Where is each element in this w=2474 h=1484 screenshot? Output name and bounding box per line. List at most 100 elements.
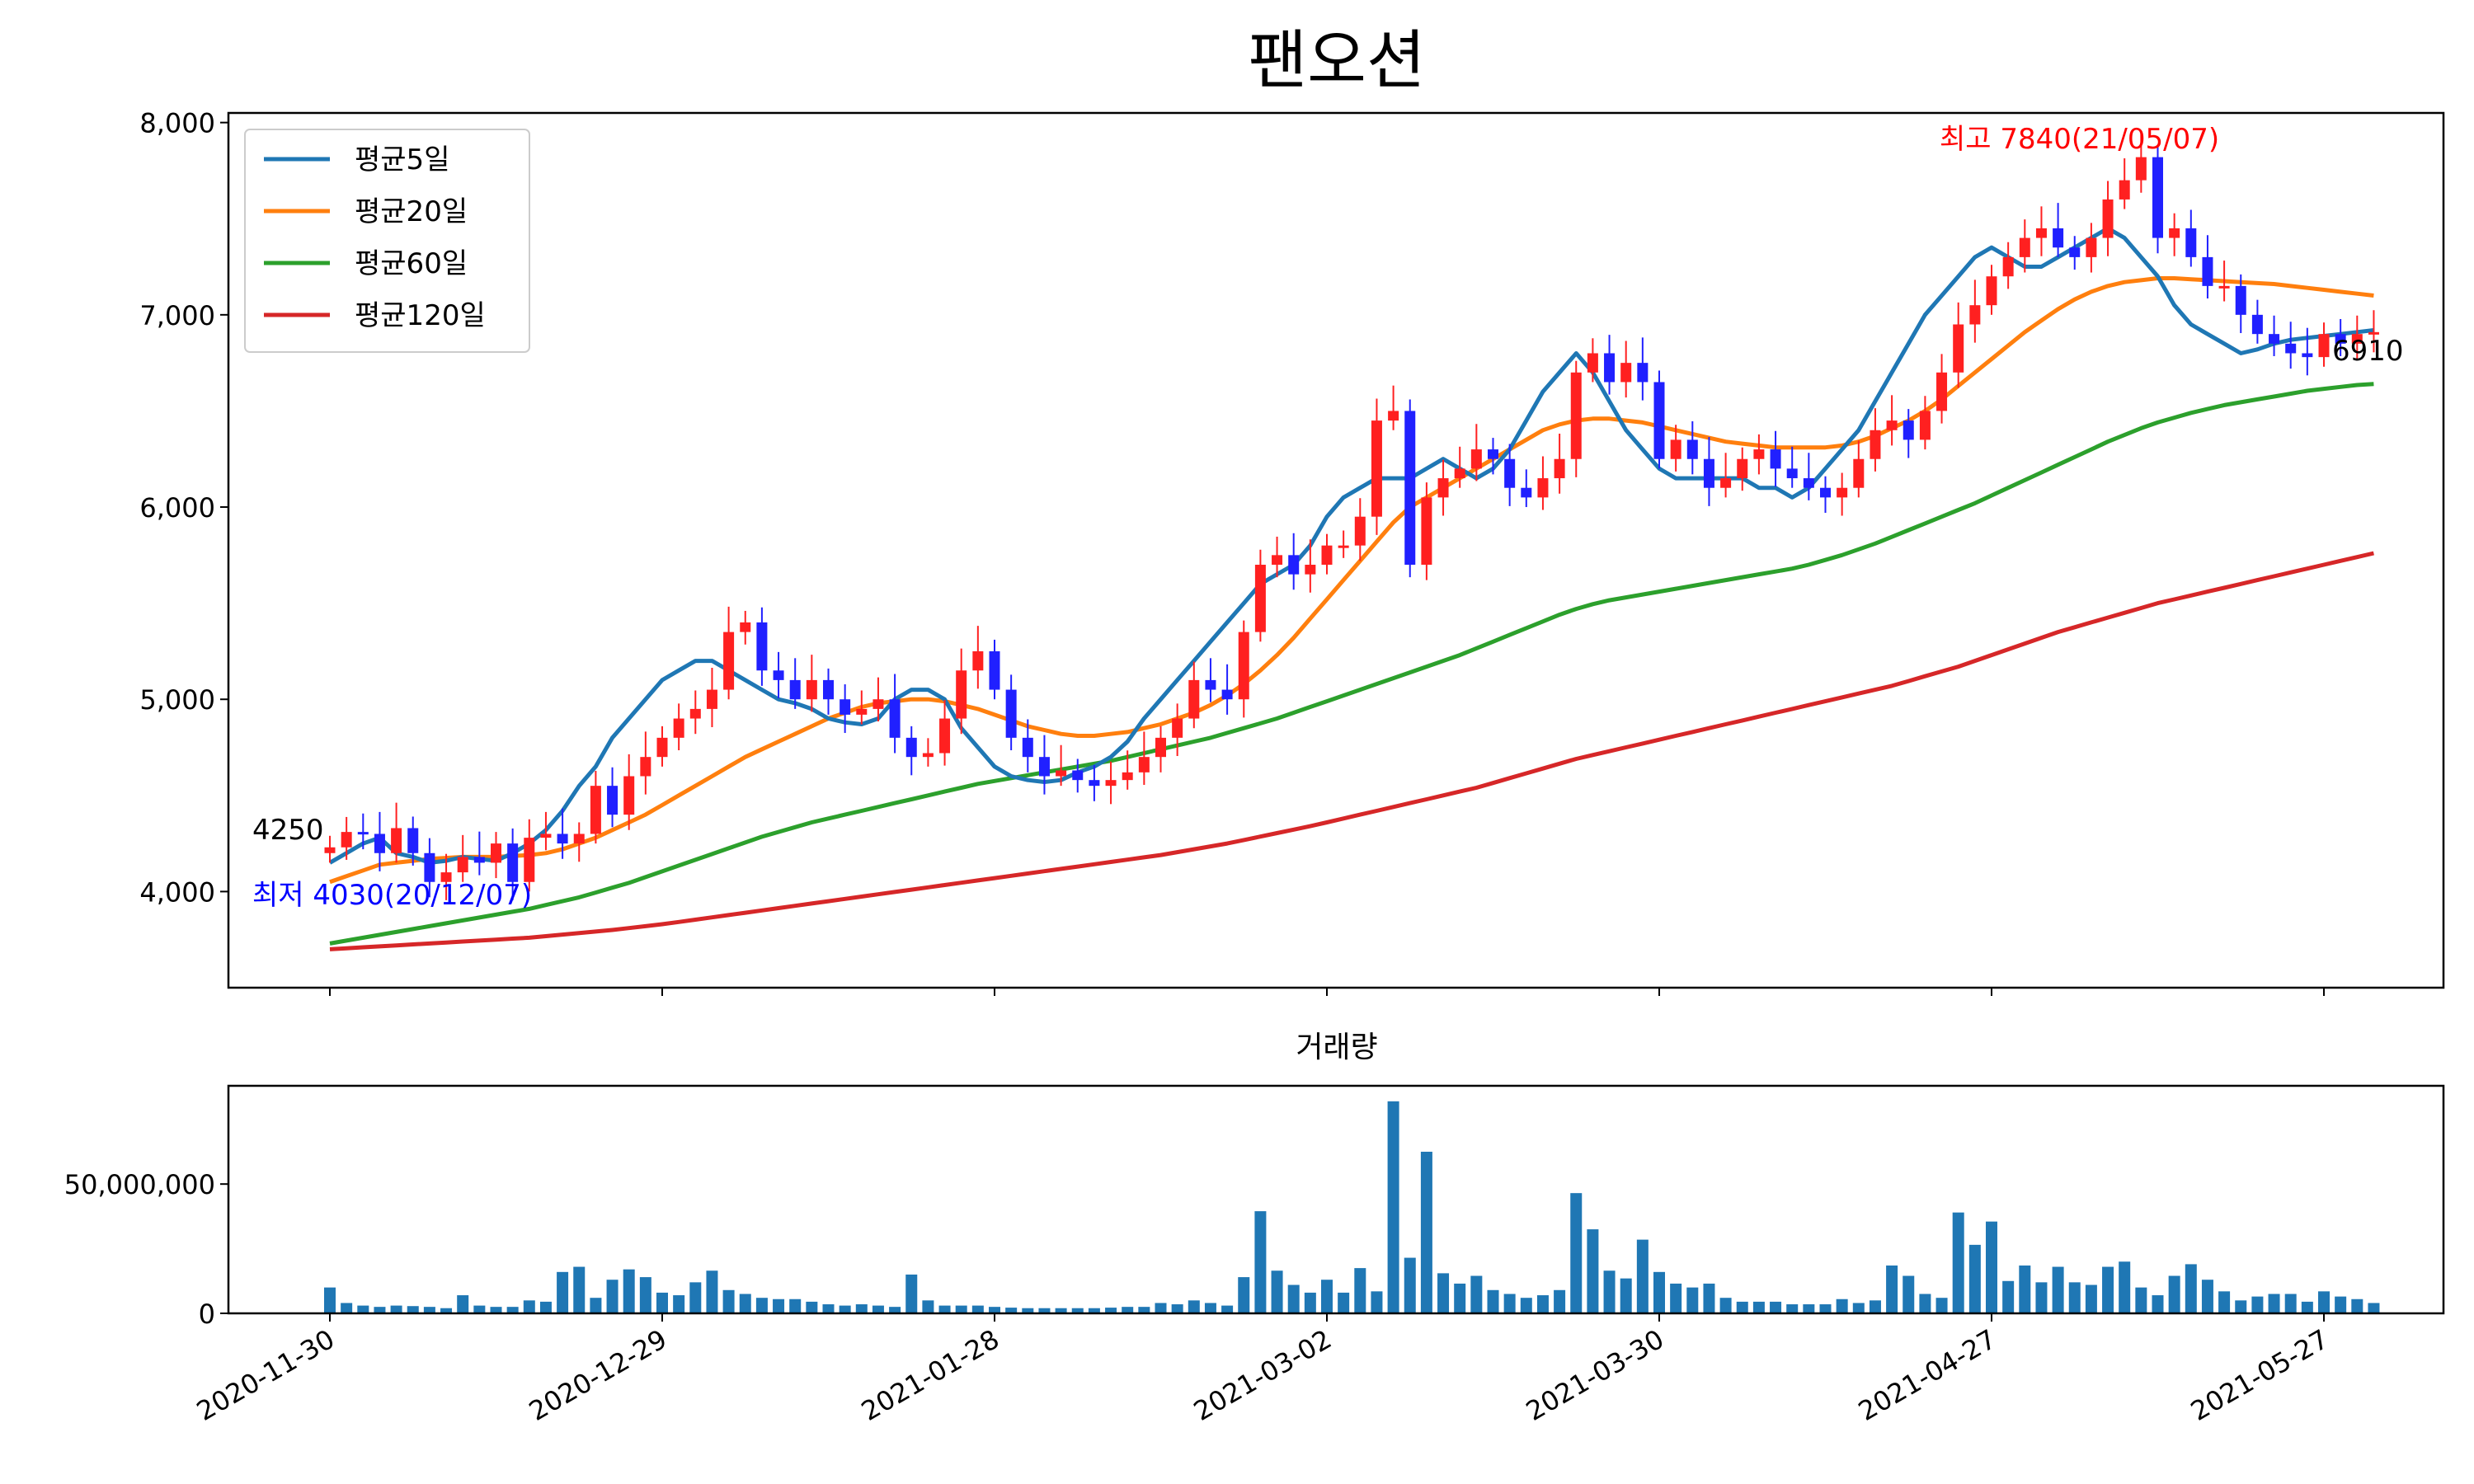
candle-body xyxy=(1105,780,1117,787)
candle-body xyxy=(1421,497,1432,565)
main-plot-frame xyxy=(227,111,2445,989)
candle-body xyxy=(1637,363,1649,383)
legend-label-ma120: 평균120일 xyxy=(355,299,486,332)
candle-body xyxy=(856,708,868,715)
candle-body xyxy=(1703,458,1714,488)
x-tick-label: 2020-11-30 xyxy=(191,1323,340,1427)
candle-body xyxy=(341,832,352,848)
volume-bar xyxy=(1919,1294,1931,1313)
candle-body xyxy=(1470,449,1482,469)
candle-body xyxy=(607,786,618,815)
volume-bar xyxy=(2201,1280,2213,1313)
candle-body xyxy=(1837,487,1848,498)
candle-body xyxy=(1404,411,1416,565)
volume-bar xyxy=(1503,1294,1516,1313)
candle-body xyxy=(1155,737,1166,758)
legend-box xyxy=(244,129,530,353)
volume-bar xyxy=(922,1300,934,1313)
volume-bar xyxy=(1686,1287,1699,1313)
volume-bar xyxy=(2035,1282,2048,1313)
candle-body xyxy=(1238,632,1249,700)
volume-bar xyxy=(2284,1294,2297,1313)
candle-body xyxy=(1504,458,1516,488)
volume-bar xyxy=(1636,1239,1649,1313)
candle-body xyxy=(1454,468,1465,479)
volume-bar xyxy=(1487,1289,1499,1313)
volume-bar xyxy=(1520,1298,1532,1313)
volume-y-tick-label: 50,000,000 xyxy=(64,1169,215,1200)
candle-body xyxy=(2368,331,2379,335)
volume-bar xyxy=(656,1292,668,1313)
volume-bar xyxy=(839,1305,851,1313)
volume-bar xyxy=(1736,1301,1748,1313)
candle-body xyxy=(989,650,1000,690)
y-tick-label: 5,000 xyxy=(139,684,215,716)
candle-body xyxy=(1886,420,1898,430)
volume-bar xyxy=(1088,1308,1100,1313)
candle-body xyxy=(374,834,385,853)
volume-bar xyxy=(1554,1289,1566,1313)
volume-bar xyxy=(2218,1291,2231,1313)
candle-body xyxy=(573,834,585,844)
candle-body xyxy=(407,828,419,853)
volume-bar xyxy=(706,1270,718,1313)
candle-body xyxy=(2019,237,2030,257)
ma20-line xyxy=(329,276,2374,885)
volume-bar xyxy=(1986,1221,1997,1313)
x-tick-label: 2021-03-30 xyxy=(1521,1323,1669,1427)
candle-body xyxy=(823,679,834,700)
candle-body xyxy=(640,757,651,777)
volume-bar xyxy=(889,1307,901,1313)
candle-body xyxy=(889,699,901,738)
candle-body xyxy=(2035,228,2047,238)
candle-body xyxy=(2152,157,2163,238)
volume-bar xyxy=(639,1277,651,1313)
candle-body xyxy=(1005,689,1017,738)
low-annotation: 최저 4030(20/12/07) xyxy=(252,879,532,912)
candle-body xyxy=(723,632,735,690)
volume-bar xyxy=(1819,1304,1832,1313)
volume-bar xyxy=(1404,1257,1416,1313)
candle-body xyxy=(2335,334,2346,344)
volume-bar xyxy=(440,1308,453,1313)
candle-body xyxy=(689,708,701,719)
candle-body xyxy=(1653,382,1665,459)
volume-bar xyxy=(2235,1300,2247,1313)
volume-bar xyxy=(1420,1151,1432,1313)
candle-body xyxy=(656,737,668,758)
volume-bar xyxy=(955,1305,967,1313)
candle-body xyxy=(840,699,851,715)
volume-bar xyxy=(341,1303,353,1313)
candle-body xyxy=(1305,564,1316,575)
volume-bar xyxy=(905,1274,918,1313)
volume-bar xyxy=(855,1304,868,1313)
candle-body xyxy=(1969,305,1981,325)
candle-body xyxy=(590,786,601,834)
first-price-label: 4250 xyxy=(252,814,324,847)
y-tick-label: 8,000 xyxy=(139,108,215,139)
ma120-line xyxy=(329,551,2374,951)
volume-bar xyxy=(806,1301,818,1313)
volume-bar xyxy=(1653,1271,1665,1313)
volume-bar xyxy=(539,1301,552,1313)
volume-bar xyxy=(989,1307,1000,1313)
candle-body xyxy=(540,834,552,838)
volume-bar xyxy=(773,1298,785,1313)
candle-body xyxy=(2235,285,2246,315)
volume-bar xyxy=(2351,1298,2363,1313)
candle-body xyxy=(2169,228,2180,238)
candle-body xyxy=(789,679,801,700)
candle-body xyxy=(1953,324,1964,373)
volume-bar xyxy=(1171,1304,1183,1313)
volume-bar xyxy=(1770,1301,1782,1313)
volume-bar xyxy=(623,1269,635,1313)
volume-bar xyxy=(1454,1283,1466,1313)
candle-body xyxy=(1686,439,1698,459)
candle-body xyxy=(2269,334,2280,344)
volume-bar xyxy=(1670,1283,1682,1313)
candle-body xyxy=(1354,516,1366,546)
candle-body xyxy=(1254,564,1266,632)
candle-body xyxy=(1537,478,1549,498)
y-tick-label: 6,000 xyxy=(139,492,215,524)
volume-bar xyxy=(2268,1294,2280,1313)
